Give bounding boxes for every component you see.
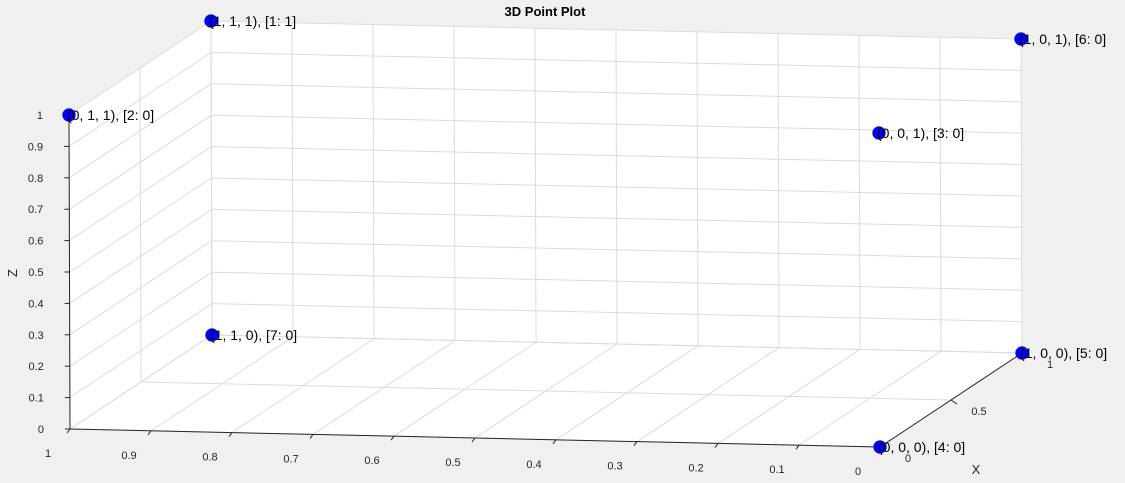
data-point-label: (0, 1, 1), [2: 0]	[67, 107, 154, 123]
x-tick-label: 0	[905, 453, 911, 465]
data-point-label: (1, 0, 1), [6: 0]	[1019, 31, 1106, 47]
grid-line-z-side	[211, 114, 1022, 134]
data-point	[204, 14, 218, 28]
z-tick-label: 1	[37, 110, 43, 122]
y-tick-mark	[228, 432, 233, 437]
data-point	[872, 126, 886, 140]
tick-labels: 1 0.9 0.8 0.7 0.6 0.5 0.4 0.3 0.2 0.1 000.5100.10.…	[28, 110, 1053, 478]
data-point-label: (1, 1, 1), [1: 1]	[209, 13, 296, 29]
y-tick-label: 0.2	[688, 462, 703, 474]
y-tick-mark	[795, 444, 800, 450]
grid-line-z-side	[211, 83, 1022, 103]
grid-line-z-side	[211, 51, 1022, 71]
x-tick-mark	[950, 399, 958, 405]
grid-line-x-back	[210, 20, 213, 336]
z-tick-label: 0.7	[28, 204, 43, 216]
grid-line-x-floor	[140, 381, 952, 401]
data-point-label: (0, 0, 1), [3: 0]	[877, 125, 964, 141]
y-tick-label: 0.4	[526, 459, 541, 471]
y-tick-label: 0	[855, 466, 861, 478]
y-tick-label: 1	[45, 448, 51, 460]
z-tick-label: 0.9	[28, 141, 43, 153]
grid-line-z-side	[211, 177, 1022, 197]
z-tick-label: 0	[38, 424, 44, 436]
y-tick-label: 0.3	[607, 461, 622, 473]
z-tick-label: 0.1	[29, 393, 44, 405]
x-tick-label: 0.5	[971, 406, 986, 418]
y-tick-label: 0.7	[283, 453, 298, 465]
data-point-label: (1, 0, 0), [5: 0]	[1020, 345, 1107, 361]
z-tick-label: 0.5	[28, 267, 43, 279]
grid-line-z-side	[211, 240, 1022, 260]
grid-lines	[68, 20, 1023, 448]
data-point	[1014, 32, 1028, 46]
y-tick-mark	[471, 437, 476, 443]
y-tick-mark	[552, 439, 557, 445]
y-tick-mark	[633, 441, 638, 446]
data-point	[1015, 346, 1029, 360]
y-tick-label: 0.6	[364, 455, 379, 467]
z-tick-label: 0.2	[29, 361, 44, 373]
chart-title: 3D Point Plot	[505, 4, 587, 19]
data-point	[205, 328, 219, 342]
y-tick-mark	[66, 428, 71, 434]
y-tick-mark	[147, 430, 152, 436]
grid-line-z-side	[211, 146, 1022, 166]
grid-line-x-back	[139, 67, 142, 383]
data-points: (1, 1, 1), [1: 1] (0, 1, 1), [2: 0] (0, 0,…	[62, 13, 1107, 455]
grid-line-z-side	[211, 208, 1022, 228]
data-point	[62, 108, 76, 122]
y-tick-mark	[390, 435, 395, 441]
grid-line-z-side	[211, 303, 1022, 323]
y-tick-label: 0.9	[121, 450, 136, 462]
z-tick-label: 0.3	[28, 330, 43, 342]
y-tick-label: 0.8	[202, 452, 217, 464]
x-tick-label: 1	[1047, 359, 1053, 371]
y-tick-label: 0.5	[445, 457, 460, 469]
grid-line-z-side	[211, 271, 1022, 291]
x-axis-label: X	[972, 462, 981, 477]
grid-line-x-floor	[211, 334, 1023, 354]
z-tick-label: 0.6	[28, 236, 43, 248]
y-tick-label: 0.1	[769, 464, 784, 476]
data-point-label: (0, 0, 0), [4: 0]	[878, 439, 965, 455]
z-tick-label: 0.4	[28, 298, 43, 310]
data-point-label: (1, 1, 0), [7: 0]	[210, 327, 297, 343]
y-tick-mark	[309, 434, 314, 439]
y-tick-mark	[714, 443, 719, 448]
grid-line-z-side	[210, 20, 1022, 40]
z-tick-label: 0.8	[28, 173, 43, 185]
data-point	[873, 440, 887, 454]
z-axis-label: Z	[5, 269, 20, 277]
